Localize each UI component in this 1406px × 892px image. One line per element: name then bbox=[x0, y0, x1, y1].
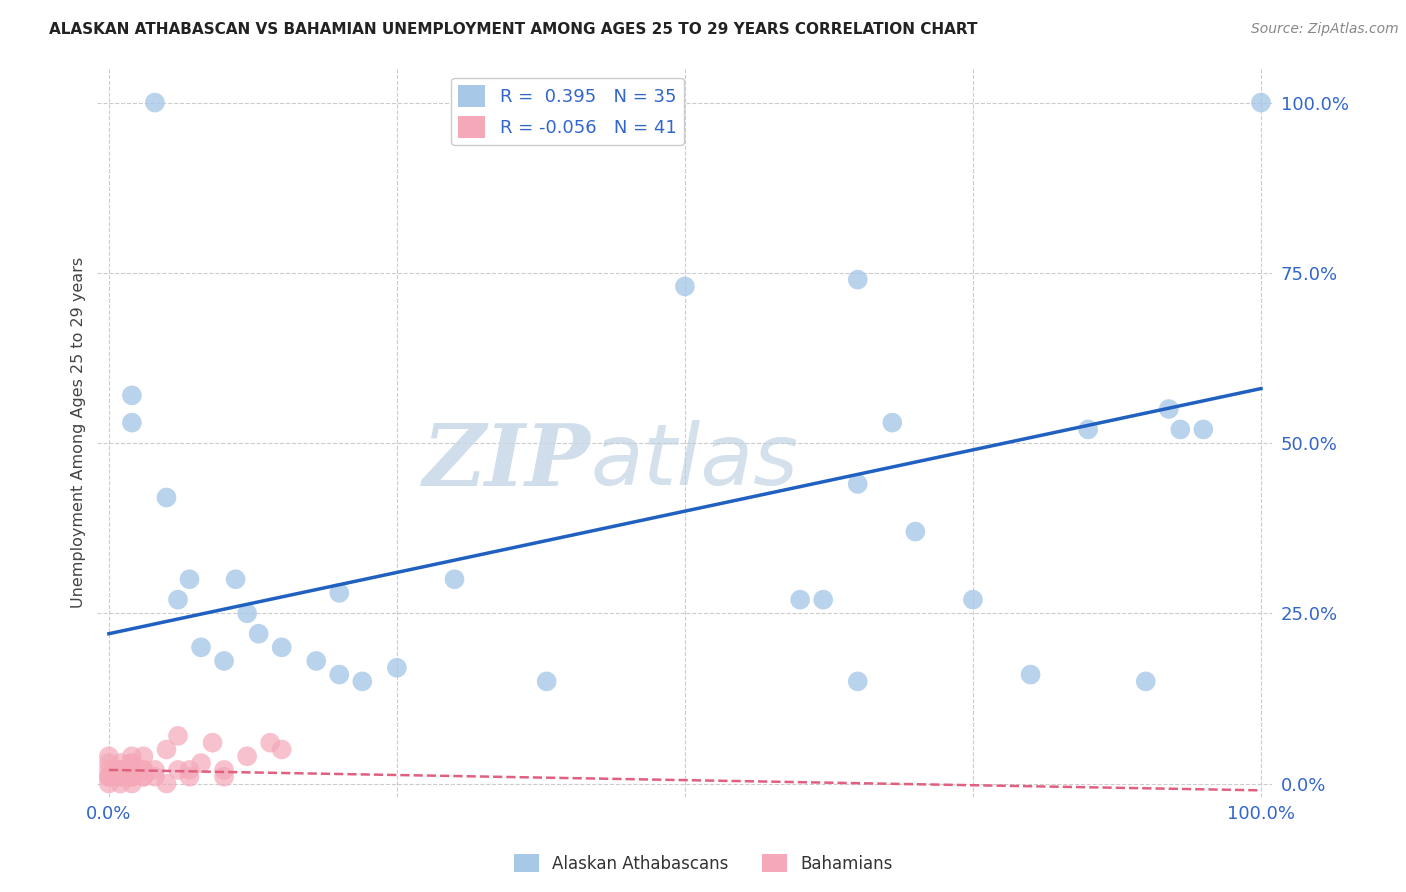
Point bbox=[673, 279, 696, 293]
Point bbox=[167, 729, 190, 743]
Point bbox=[1250, 95, 1272, 110]
Point bbox=[352, 674, 374, 689]
Point bbox=[536, 674, 558, 689]
Point bbox=[143, 770, 166, 784]
Point bbox=[328, 667, 350, 681]
Point bbox=[270, 640, 292, 655]
Text: Source: ZipAtlas.com: Source: ZipAtlas.com bbox=[1251, 22, 1399, 37]
Point bbox=[97, 749, 120, 764]
Point bbox=[789, 592, 811, 607]
Point bbox=[811, 592, 834, 607]
Text: atlas: atlas bbox=[591, 420, 799, 503]
Point bbox=[110, 756, 132, 770]
Point bbox=[121, 763, 143, 777]
Point bbox=[132, 763, 155, 777]
Point bbox=[110, 770, 132, 784]
Point bbox=[121, 756, 143, 770]
Point bbox=[121, 776, 143, 790]
Point bbox=[143, 95, 166, 110]
Point bbox=[179, 763, 201, 777]
Point bbox=[132, 770, 155, 784]
Point bbox=[110, 763, 132, 777]
Point bbox=[121, 770, 143, 784]
Point bbox=[259, 736, 281, 750]
Point bbox=[190, 756, 212, 770]
Point bbox=[236, 607, 259, 621]
Point bbox=[110, 763, 132, 777]
Point bbox=[110, 776, 132, 790]
Text: ALASKAN ATHABASCAN VS BAHAMIAN UNEMPLOYMENT AMONG AGES 25 TO 29 YEARS CORRELATIO: ALASKAN ATHABASCAN VS BAHAMIAN UNEMPLOYM… bbox=[49, 22, 977, 37]
Point bbox=[225, 572, 247, 586]
Point bbox=[846, 476, 869, 491]
Point bbox=[143, 763, 166, 777]
Point bbox=[212, 654, 235, 668]
Point bbox=[167, 592, 190, 607]
Point bbox=[212, 770, 235, 784]
Y-axis label: Unemployment Among Ages 25 to 29 years: Unemployment Among Ages 25 to 29 years bbox=[72, 257, 86, 608]
Point bbox=[97, 776, 120, 790]
Point bbox=[247, 626, 270, 640]
Point bbox=[1192, 422, 1215, 436]
Point bbox=[846, 272, 869, 286]
Point bbox=[846, 674, 869, 689]
Point bbox=[97, 770, 120, 784]
Point bbox=[328, 586, 350, 600]
Point bbox=[121, 749, 143, 764]
Point bbox=[443, 572, 465, 586]
Point bbox=[121, 756, 143, 770]
Point bbox=[1077, 422, 1099, 436]
Legend: R =  0.395   N = 35, R = -0.056   N = 41: R = 0.395 N = 35, R = -0.056 N = 41 bbox=[451, 78, 683, 145]
Point bbox=[155, 742, 177, 756]
Point bbox=[236, 749, 259, 764]
Point bbox=[1157, 402, 1180, 417]
Point bbox=[962, 592, 984, 607]
Point bbox=[179, 572, 201, 586]
Point bbox=[904, 524, 927, 539]
Point bbox=[121, 770, 143, 784]
Point bbox=[121, 770, 143, 784]
Point bbox=[385, 661, 408, 675]
Point bbox=[270, 742, 292, 756]
Text: ZIP: ZIP bbox=[423, 420, 591, 504]
Point bbox=[97, 756, 120, 770]
Point bbox=[132, 749, 155, 764]
Point bbox=[155, 491, 177, 505]
Point bbox=[882, 416, 904, 430]
Point bbox=[1168, 422, 1191, 436]
Point bbox=[132, 770, 155, 784]
Point bbox=[97, 770, 120, 784]
Point bbox=[121, 388, 143, 402]
Point bbox=[305, 654, 328, 668]
Point bbox=[1019, 667, 1042, 681]
Point bbox=[121, 416, 143, 430]
Point bbox=[212, 763, 235, 777]
Point bbox=[121, 763, 143, 777]
Point bbox=[190, 640, 212, 655]
Point bbox=[97, 763, 120, 777]
Point bbox=[179, 770, 201, 784]
Point bbox=[1135, 674, 1157, 689]
Legend: Alaskan Athabascans, Bahamians: Alaskan Athabascans, Bahamians bbox=[508, 847, 898, 880]
Point bbox=[155, 776, 177, 790]
Point bbox=[201, 736, 224, 750]
Point bbox=[132, 763, 155, 777]
Point bbox=[167, 763, 190, 777]
Point bbox=[110, 770, 132, 784]
